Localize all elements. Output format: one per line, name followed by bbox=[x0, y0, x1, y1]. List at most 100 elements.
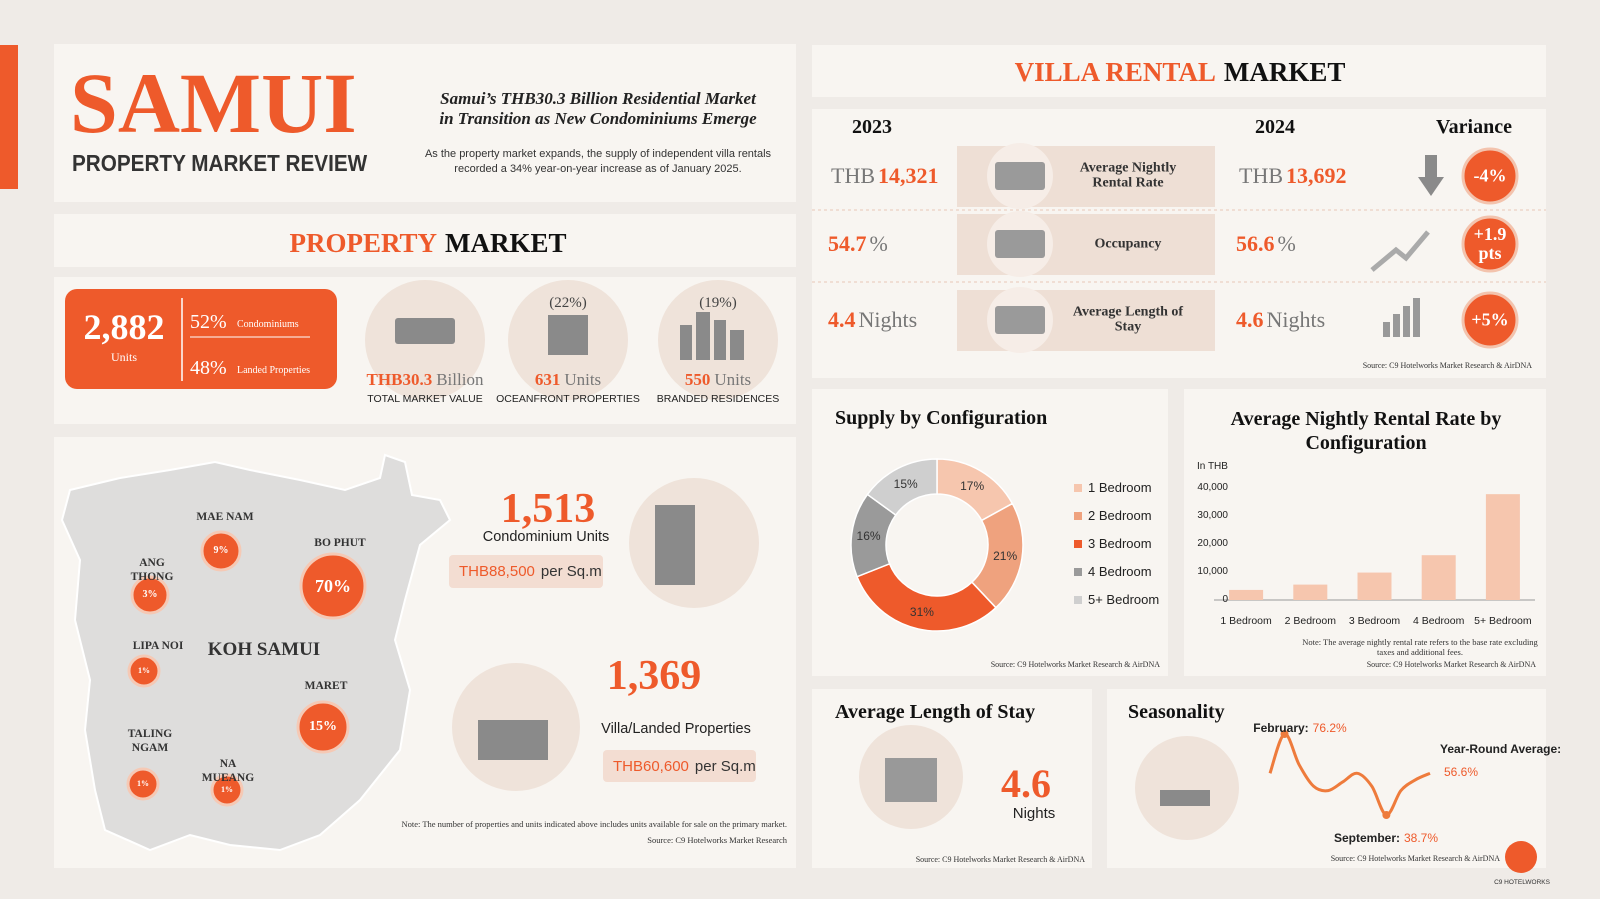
price-unit: per Sq.m bbox=[540, 563, 602, 580]
title-accent: VILLA RENTAL bbox=[1014, 57, 1216, 87]
legend-swatch bbox=[1074, 512, 1082, 520]
price-value: THB88,500 bbox=[459, 563, 535, 580]
annotation-label: Year-Round Average: bbox=[1440, 742, 1562, 756]
source: Source: C9 Hotelworks Market Research & … bbox=[915, 855, 1085, 864]
legend-label: 4 Bedroom bbox=[1088, 564, 1152, 579]
unit: Billion bbox=[436, 370, 484, 389]
value-y2023: 4.4 Nights bbox=[828, 309, 920, 331]
price-value: THB60,600 bbox=[613, 758, 689, 775]
stat-amount: THB30.3 Billion bbox=[367, 371, 484, 388]
metric: Average Length of Stay bbox=[1072, 304, 1184, 335]
icons bbox=[395, 155, 1444, 806]
value-part: 14,321 bbox=[878, 163, 939, 188]
annotation-value: 38.7% bbox=[1404, 831, 1439, 845]
units-box bbox=[65, 289, 337, 389]
value-part: THB bbox=[1239, 163, 1283, 188]
y-tick-label: 40,000 bbox=[1197, 482, 1228, 493]
area-bubble bbox=[130, 575, 170, 615]
area-share: 9% bbox=[213, 545, 229, 556]
donut-slice bbox=[866, 458, 938, 517]
split-label: Condominiums bbox=[237, 319, 299, 330]
split-label: Landed Properties bbox=[237, 365, 311, 376]
note: Note: The average nightly rental rate re… bbox=[1302, 637, 1538, 658]
value-part: THB bbox=[831, 163, 875, 188]
value-y2024: 4.6 Nights bbox=[1236, 309, 1328, 331]
column-header: 2024 bbox=[1255, 116, 1295, 138]
logo: C9 HOTELWORKS bbox=[1494, 879, 1550, 886]
annotation-label: September: bbox=[1333, 831, 1400, 845]
area-share: 15% bbox=[309, 719, 337, 734]
title-accent: PROPERTY bbox=[289, 228, 438, 258]
accent-strip bbox=[0, 45, 18, 189]
x-tick-label: 4 Bedroom bbox=[1413, 615, 1465, 627]
bar bbox=[1357, 572, 1392, 600]
area-name: MAE NAM bbox=[196, 511, 254, 523]
y-tick-label: 0 bbox=[1222, 594, 1228, 605]
legend-label: 3 Bedroom bbox=[1088, 536, 1152, 551]
source: Source: C9 Hotelworks Market Research bbox=[647, 835, 787, 845]
value-part: Nights bbox=[1266, 307, 1326, 332]
annotation-value: 76.2% bbox=[1312, 721, 1347, 735]
supply-count: 1,369 bbox=[606, 653, 702, 699]
metric-icon-shape bbox=[995, 306, 1045, 334]
bar bbox=[1421, 555, 1456, 600]
section-title: PROPERTY MARKET bbox=[289, 230, 566, 257]
x-tick-label: 2 Bedroom bbox=[1284, 615, 1336, 627]
supply-label: Villa/Landed Properties bbox=[601, 721, 751, 737]
bars-icon bbox=[1383, 298, 1420, 337]
slice-label: 21% bbox=[993, 548, 1018, 563]
axis-label: In THB bbox=[1197, 461, 1228, 472]
value-part: % bbox=[869, 231, 888, 256]
source: Source: C9 Hotelworks Market Research & … bbox=[1366, 660, 1536, 669]
note: Note: The number of properties and units… bbox=[401, 819, 787, 829]
source: Source: C9 Hotelworks Market Research & … bbox=[990, 660, 1160, 669]
area-bubble bbox=[127, 654, 161, 688]
chart-title: Supply by Configuration bbox=[835, 407, 1048, 429]
legend-label: 1 Bedroom bbox=[1088, 480, 1152, 495]
headline: Samui’s THB30.3 Billion Residential Mark… bbox=[440, 89, 756, 108]
area-name: NA MUEANG bbox=[201, 758, 255, 784]
intro: As the property market expands, the supp… bbox=[424, 148, 772, 175]
column-header: Variance bbox=[1436, 116, 1512, 138]
stat-amount: 631 Units bbox=[535, 371, 601, 388]
section-title: VILLA RENTAL MARKET bbox=[1015, 59, 1346, 86]
area-name: ANG THONG bbox=[130, 557, 174, 583]
area-bubble bbox=[200, 530, 242, 572]
variance: -4% bbox=[1473, 165, 1507, 186]
source: Source: C9 Hotelworks Market Research & … bbox=[1362, 361, 1532, 370]
value-part: 4.4 bbox=[828, 307, 856, 332]
area-bubble bbox=[210, 773, 244, 807]
annotation: Year-Round Average: 56.6% bbox=[1440, 738, 1561, 784]
value-part: 4.6 bbox=[1236, 307, 1264, 332]
stat-amount: 550 Units bbox=[685, 371, 751, 388]
area-bubble bbox=[126, 767, 160, 801]
amount: 631 bbox=[534, 370, 561, 389]
price: THB88,500 per Sq.m bbox=[459, 564, 602, 579]
area-name: MARET bbox=[304, 680, 348, 692]
amount: 550 bbox=[684, 370, 711, 389]
logo-mark bbox=[1505, 841, 1537, 873]
alos-unit: Nights bbox=[1012, 805, 1056, 822]
slice-label: 15% bbox=[893, 476, 918, 491]
stat-label: OCEANFRONT PROPERTIES bbox=[496, 393, 640, 405]
legend-label: 5+ Bedroom bbox=[1088, 592, 1160, 607]
unit: Units bbox=[714, 370, 752, 389]
price: THB60,600 per Sq.m bbox=[613, 759, 756, 774]
annotation: February: 76.2% bbox=[1253, 717, 1346, 740]
value-part: Nights bbox=[858, 307, 918, 332]
stat-label: TOTAL MARKET VALUE bbox=[367, 393, 483, 405]
value-part: 54.7 bbox=[828, 231, 867, 256]
split-share: 48% bbox=[190, 357, 227, 379]
value-part: % bbox=[1277, 231, 1296, 256]
amount: THB30.3 bbox=[366, 370, 433, 389]
bar bbox=[1293, 584, 1328, 600]
value-y2023: THB 14,321 bbox=[828, 165, 939, 187]
season-line bbox=[1268, 732, 1431, 817]
area-name: TALING NGAM bbox=[127, 728, 173, 754]
variance: +5% bbox=[1471, 309, 1509, 330]
column-header: 2023 bbox=[852, 116, 892, 138]
area-name: BO PHUT bbox=[314, 537, 366, 549]
annotation-value: 56.6% bbox=[1444, 764, 1479, 779]
variance-badge bbox=[1461, 291, 1519, 349]
